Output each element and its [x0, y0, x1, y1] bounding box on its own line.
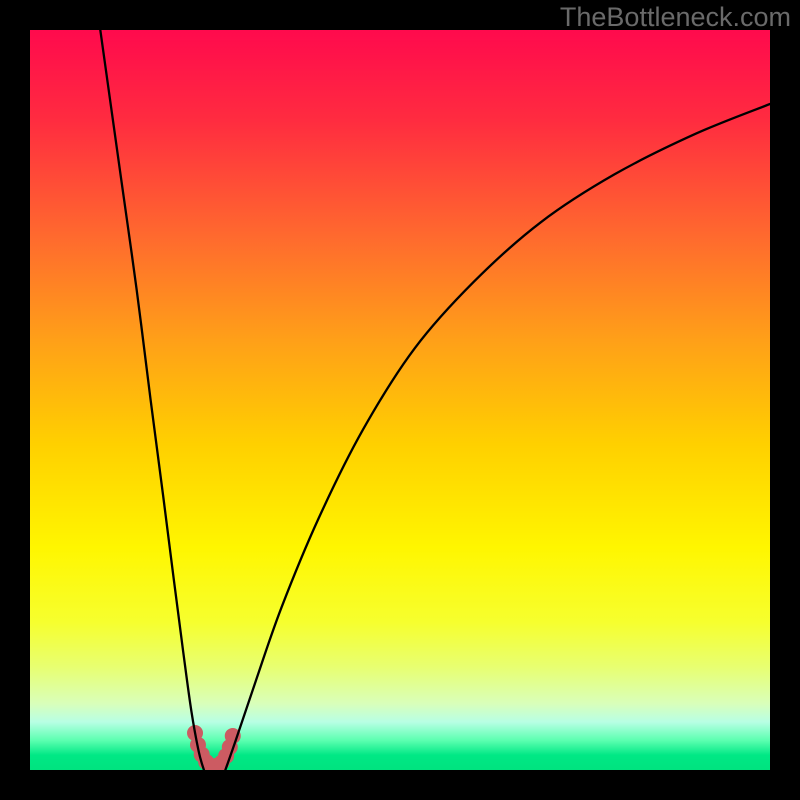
bottleneck-chart: [0, 0, 800, 800]
plot-area: [30, 30, 770, 770]
